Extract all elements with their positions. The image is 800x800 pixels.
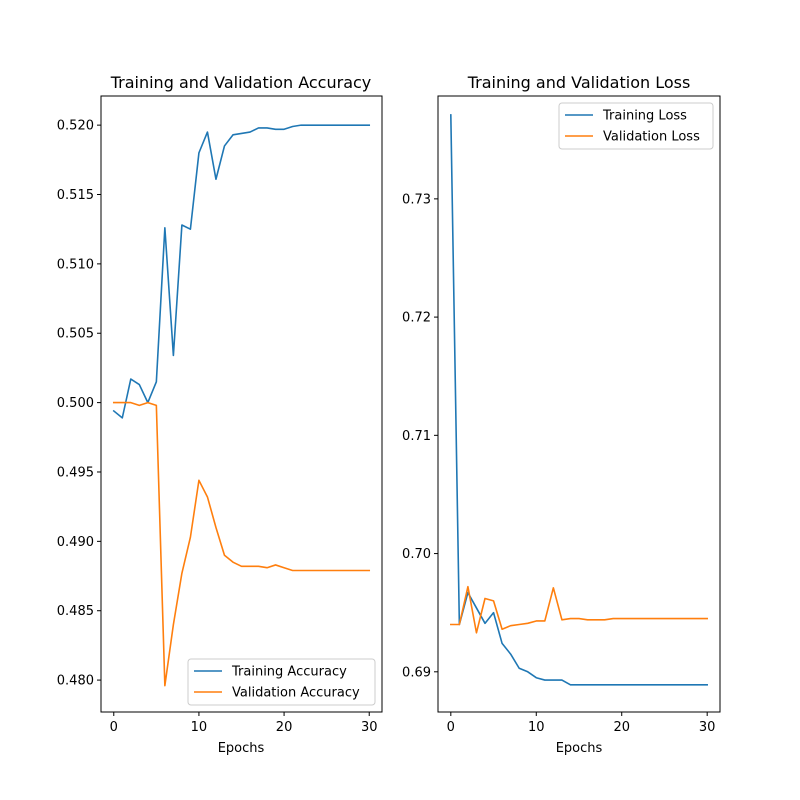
loss-y-tick-label: 0.69 (402, 665, 431, 680)
accuracy-legend: Training Accuracy Validation Accuracy (187, 658, 376, 706)
loss-x-tick-label: 10 (528, 720, 545, 735)
loss-x-tick-label: 30 (699, 720, 716, 735)
accuracy-y-tick-label: 0.500 (57, 396, 94, 411)
loss-legend: Training Loss Validation Loss (558, 102, 714, 150)
loss-chart-title: Training and Validation Loss (467, 73, 691, 92)
accuracy-panel: Training and Validation Accuracy Epochs … (57, 73, 383, 756)
accuracy-x-tick-label: 20 (276, 720, 293, 735)
accuracy-y-tick-label: 0.495 (57, 465, 94, 480)
accuracy-y-tick-label: 0.490 (57, 535, 94, 550)
accuracy-y-tick-label: 0.510 (57, 257, 94, 272)
loss-legend-box (558, 102, 714, 150)
loss-panel: Training and Validation Loss Epochs 0 10 2… (402, 73, 721, 756)
accuracy-x-tick-label: 30 (361, 720, 378, 735)
accuracy-x-tick-label: 10 (191, 720, 208, 735)
loss-series-line-1 (450, 114, 708, 686)
accuracy-legend-box (187, 658, 376, 706)
accuracy-axes-frame (100, 95, 383, 713)
accuracy-y-tick-label: 0.515 (57, 188, 94, 203)
loss-x-axis-label: Epochs (556, 741, 603, 756)
accuracy-legend-label-1: Training Accuracy (231, 665, 347, 680)
loss-y-tick-label: 0.72 (402, 311, 431, 326)
accuracy-y-tick-label: 0.520 (57, 119, 94, 134)
accuracy-legend-label-2: Validation Accuracy (232, 686, 360, 701)
accuracy-series-line-1 (112, 124, 371, 419)
loss-x-tick-label: 0 (447, 720, 455, 735)
accuracy-y-tick-label: 0.480 (57, 674, 94, 689)
accuracy-series-line-2 (112, 401, 371, 687)
accuracy-y-tick-label: 0.485 (57, 604, 94, 619)
loss-y-tick-label: 0.70 (402, 547, 431, 562)
accuracy-x-axis-label: Epochs (218, 741, 265, 756)
loss-legend-label-2: Validation Loss (603, 130, 700, 145)
accuracy-chart-title: Training and Validation Accuracy (110, 73, 372, 92)
loss-legend-label-1: Training Loss (602, 109, 687, 124)
loss-axes-frame (437, 95, 721, 713)
loss-series-line-2 (450, 585, 708, 634)
loss-x-tick-label: 20 (613, 720, 630, 735)
loss-y-tick-label: 0.71 (402, 429, 431, 444)
accuracy-x-tick-label: 0 (110, 720, 118, 735)
accuracy-y-tick-label: 0.505 (57, 327, 94, 342)
loss-y-tick-label: 0.73 (402, 192, 431, 207)
